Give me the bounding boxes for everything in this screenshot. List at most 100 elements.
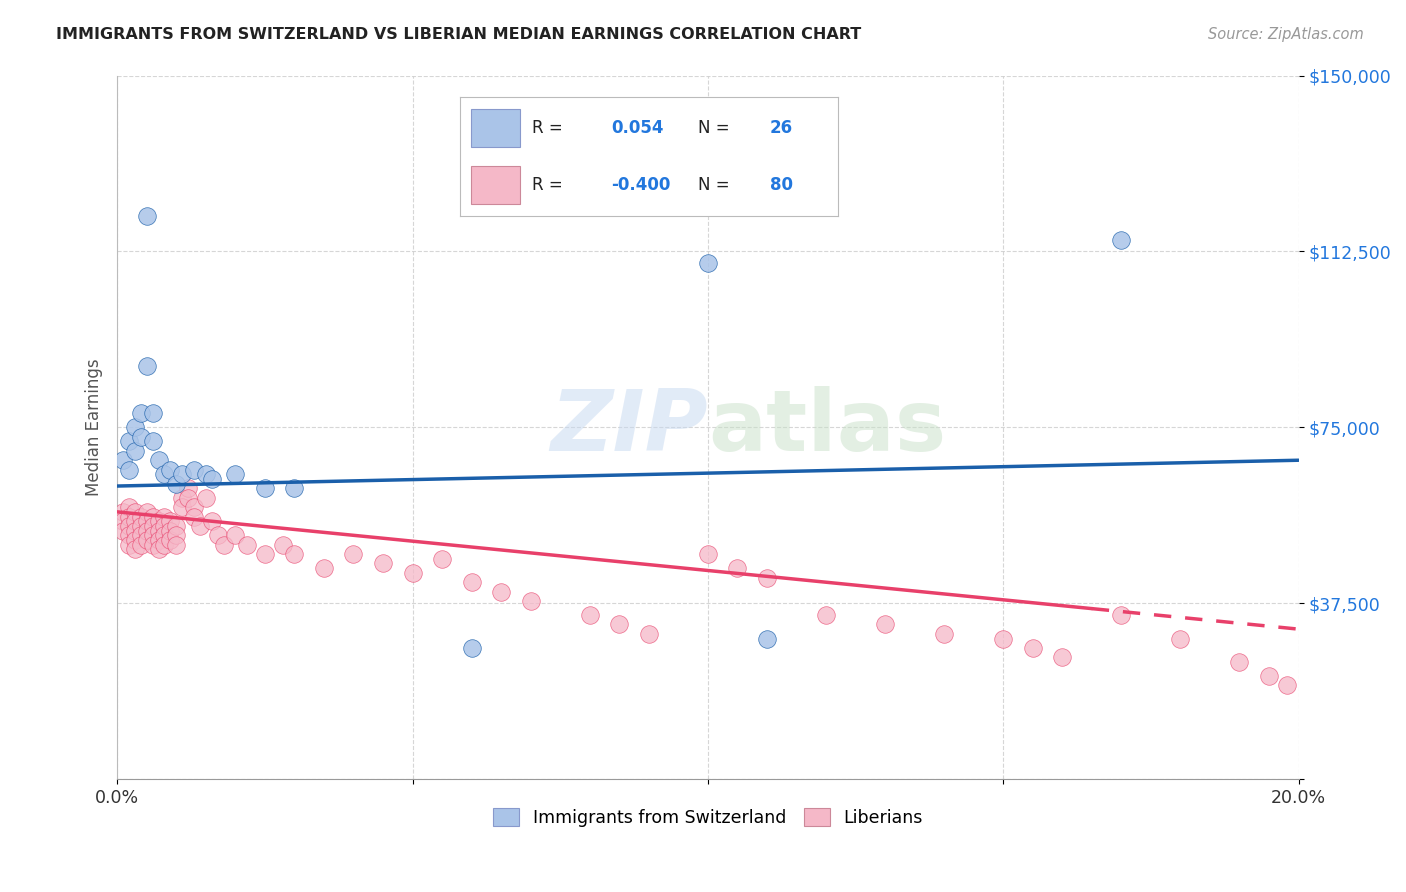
Point — [1275, 678, 1298, 692]
Point — [124, 514, 146, 528]
Point — [460, 640, 482, 655]
Point — [142, 538, 165, 552]
Point — [124, 443, 146, 458]
Point — [342, 547, 364, 561]
Point — [489, 584, 512, 599]
Point — [755, 570, 778, 584]
Point — [165, 519, 187, 533]
Point — [118, 500, 141, 515]
Point — [755, 632, 778, 646]
Point — [1111, 608, 1133, 623]
Point — [129, 538, 152, 552]
Text: ZIP: ZIP — [550, 386, 707, 469]
Point — [172, 500, 194, 515]
Point — [142, 528, 165, 542]
Point — [112, 514, 135, 528]
Point — [159, 533, 181, 547]
Point — [271, 538, 294, 552]
Point — [153, 519, 176, 533]
Point — [159, 462, 181, 476]
Point — [129, 519, 152, 533]
Point — [312, 561, 335, 575]
Text: Source: ZipAtlas.com: Source: ZipAtlas.com — [1208, 27, 1364, 42]
Point — [118, 538, 141, 552]
Point — [183, 509, 205, 524]
Point — [112, 505, 135, 519]
Point — [124, 533, 146, 547]
Point — [129, 528, 152, 542]
Point — [1052, 650, 1074, 665]
Point — [1170, 632, 1192, 646]
Point — [194, 491, 217, 505]
Point — [1022, 640, 1045, 655]
Point — [607, 617, 630, 632]
Point — [253, 547, 276, 561]
Point — [1258, 669, 1281, 683]
Point — [118, 509, 141, 524]
Point — [148, 453, 170, 467]
Point — [129, 406, 152, 420]
Point — [135, 514, 157, 528]
Point — [460, 575, 482, 590]
Point — [148, 533, 170, 547]
Point — [873, 617, 896, 632]
Point — [696, 256, 718, 270]
Point — [212, 538, 235, 552]
Point — [578, 608, 600, 623]
Point — [118, 519, 141, 533]
Point — [183, 462, 205, 476]
Point — [142, 434, 165, 449]
Point — [725, 561, 748, 575]
Point — [148, 514, 170, 528]
Point — [814, 608, 837, 623]
Point — [124, 420, 146, 434]
Point — [142, 519, 165, 533]
Point — [124, 542, 146, 557]
Point — [283, 547, 305, 561]
Point — [194, 467, 217, 482]
Point — [153, 538, 176, 552]
Point — [283, 482, 305, 496]
Point — [172, 491, 194, 505]
Point — [177, 482, 200, 496]
Point — [165, 528, 187, 542]
Point — [153, 467, 176, 482]
Point — [224, 467, 246, 482]
Point — [172, 467, 194, 482]
Point — [224, 528, 246, 542]
Point — [112, 453, 135, 467]
Point — [207, 528, 229, 542]
Point — [135, 505, 157, 519]
Point — [148, 524, 170, 538]
Point — [371, 557, 394, 571]
Point — [932, 627, 955, 641]
Point — [519, 594, 541, 608]
Point — [637, 627, 659, 641]
Point — [118, 434, 141, 449]
Point — [135, 524, 157, 538]
Point — [1229, 655, 1251, 669]
Point — [129, 509, 152, 524]
Point — [696, 547, 718, 561]
Point — [430, 551, 453, 566]
Point — [201, 514, 224, 528]
Point — [129, 430, 152, 444]
Point — [177, 491, 200, 505]
Point — [142, 406, 165, 420]
Point — [142, 509, 165, 524]
Point — [253, 482, 276, 496]
Point — [401, 566, 423, 580]
Point — [236, 538, 259, 552]
Point — [124, 505, 146, 519]
Point — [165, 538, 187, 552]
Point — [112, 524, 135, 538]
Text: atlas: atlas — [707, 386, 946, 469]
Point — [165, 476, 187, 491]
Point — [153, 528, 176, 542]
Point — [159, 524, 181, 538]
Point — [124, 524, 146, 538]
Point — [153, 509, 176, 524]
Point — [118, 528, 141, 542]
Point — [201, 472, 224, 486]
Point — [183, 500, 205, 515]
